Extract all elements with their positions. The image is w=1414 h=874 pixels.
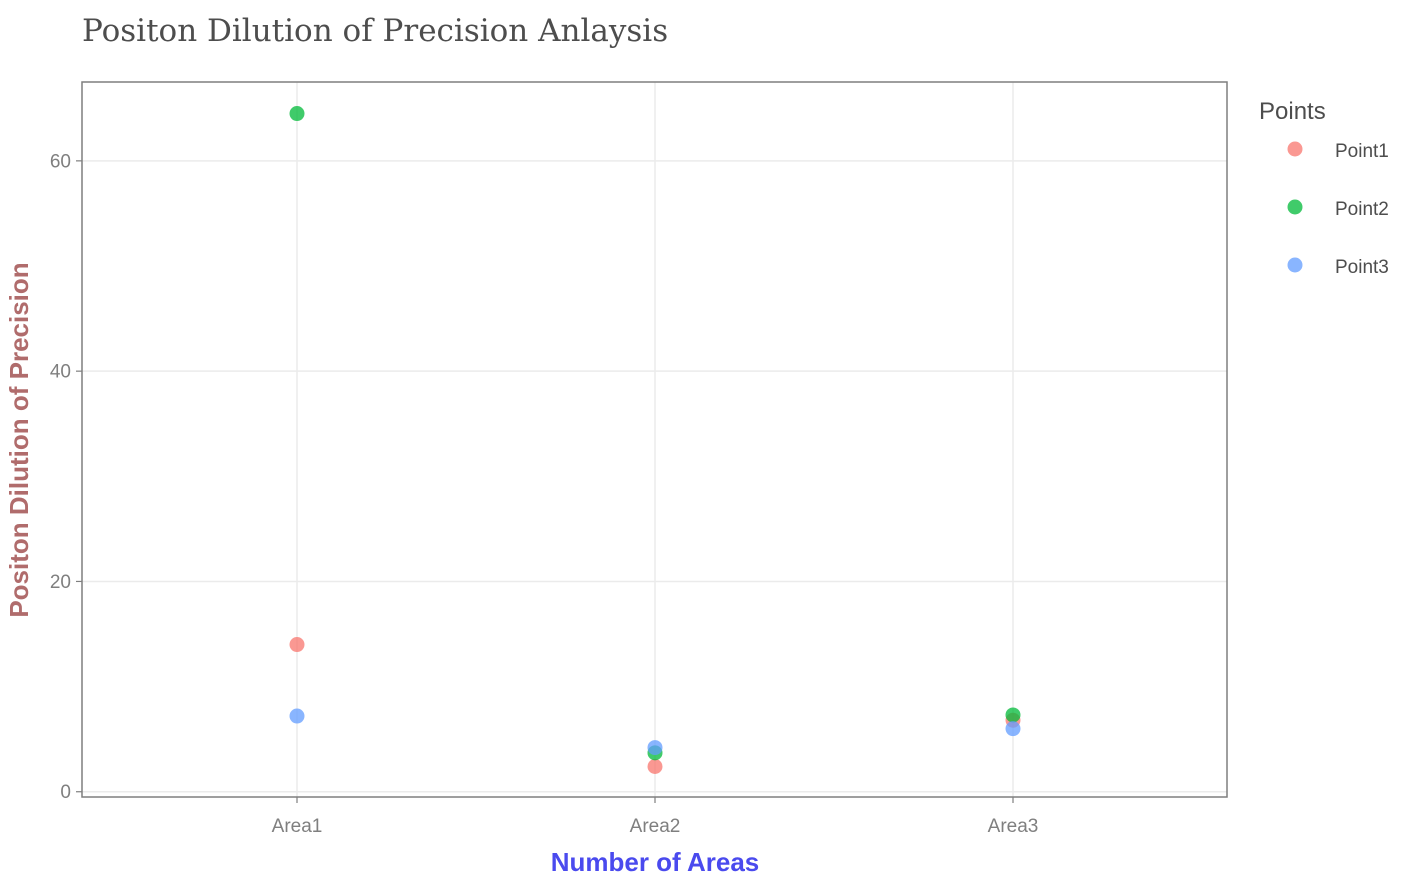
legend-item-point2: Point2: [1287, 199, 1389, 220]
x-tick-label: Area3: [988, 816, 1039, 837]
legend-label-point2: Point2: [1335, 199, 1389, 220]
legend-title: Points: [1259, 98, 1326, 125]
y-axis-ticks: 0 20 40 60: [50, 151, 82, 803]
legend-label-point1: Point1: [1335, 141, 1389, 162]
chart-title: Positon Dilution of Precision Anlaysis: [82, 13, 668, 49]
legend: Points Point1 Point2 Point3: [1259, 98, 1389, 278]
legend-items: Point1 Point2 Point3: [1287, 141, 1389, 278]
x-axis-title: Number of Areas: [551, 847, 760, 874]
data-point-point2-area3: [1005, 707, 1021, 723]
x-tick-label: Area1: [272, 816, 323, 837]
y-tick-label: 20: [50, 572, 71, 593]
data-point-point3-area3: [1005, 721, 1021, 737]
legend-item-point3: Point3: [1287, 257, 1389, 278]
x-tick-label: Area2: [630, 816, 681, 837]
x-axis-ticks: Area1 Area2 Area3: [272, 797, 1039, 837]
data-point-point2-area1: [289, 106, 305, 122]
y-axis-title: Positon Dilution of Precision: [4, 262, 34, 617]
y-tick-label: 60: [50, 151, 71, 172]
legend-label-point3: Point3: [1335, 257, 1389, 278]
legend-key-point2: [1287, 199, 1303, 215]
data-point-point1-area2: [647, 759, 663, 775]
y-tick-label: 0: [60, 782, 71, 803]
grid-lines: [82, 82, 1227, 797]
data-point-point1-area1: [289, 637, 305, 653]
y-tick-label: 40: [50, 362, 71, 383]
data-point-point3-area2: [647, 740, 663, 756]
data-point-point3-area1: [289, 708, 305, 724]
data-points: [289, 106, 1021, 775]
legend-key-point3: [1287, 257, 1303, 273]
legend-item-point1: Point1: [1287, 141, 1389, 162]
legend-key-point1: [1287, 141, 1303, 157]
